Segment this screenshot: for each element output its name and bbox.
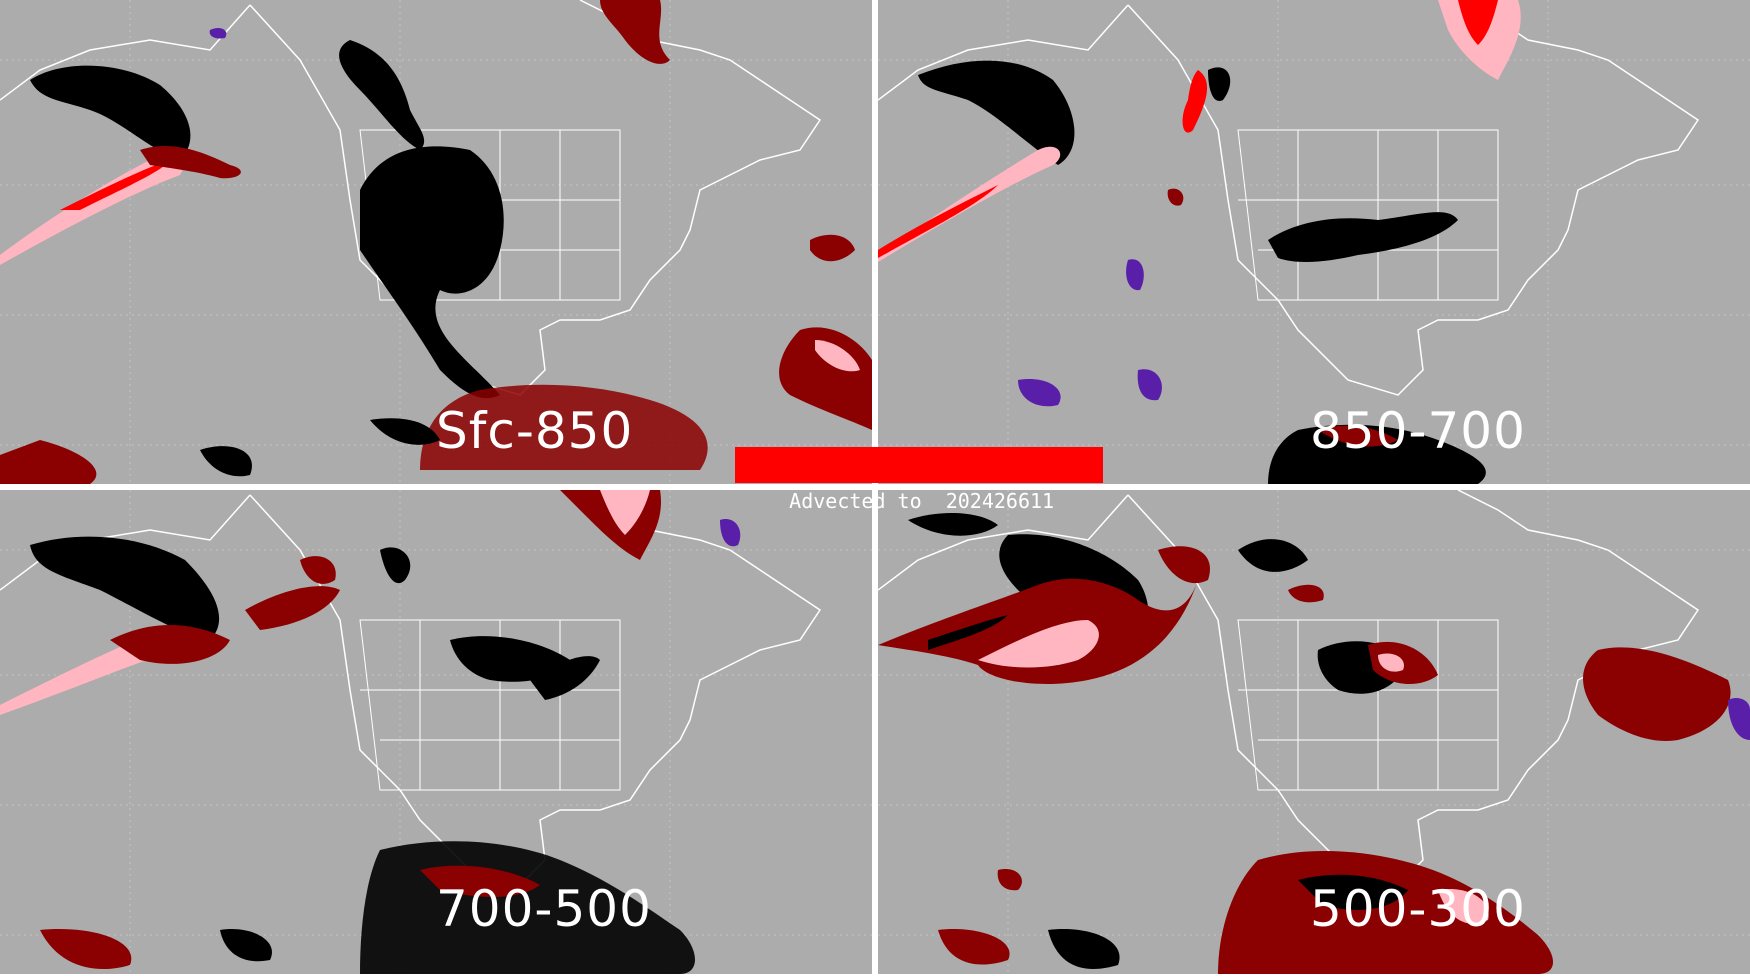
continent-outline [1127, 0, 1700, 396]
black-mass [30, 536, 220, 640]
map-layer-500-300 [878, 490, 1750, 974]
panel-label: Sfc-850 [436, 402, 634, 460]
map-layer-700-500 [0, 490, 872, 974]
alaska-outline [878, 494, 1129, 591]
continent-outline [249, 490, 822, 886]
continent-outline [249, 0, 822, 396]
panel-label: 500-300 [1310, 880, 1526, 938]
map-layer-sfc-850 [0, 0, 872, 484]
map-panel-sfc-850: Sfc-850 [0, 0, 872, 484]
pink-plume [0, 155, 183, 265]
banner-timestamp: 202426611 [945, 489, 1055, 513]
dark-red-swirl [878, 578, 1198, 685]
black-mass [360, 146, 504, 399]
panel-label: 850-700 [1310, 402, 1526, 460]
black-mass [918, 60, 1075, 165]
alaska-outline [0, 494, 251, 591]
pink-swirl [978, 620, 1099, 668]
banner-prefix: Advected to [789, 489, 922, 513]
map-panel-500-300: 500-300 [878, 490, 1750, 974]
map-panel-850-700: 850-700 [878, 0, 1750, 484]
map-layer-850-700 [878, 0, 1750, 484]
alaska-outline [878, 4, 1129, 101]
map-panel-700-500: 700-500 [0, 490, 872, 974]
alaska-outline [0, 4, 251, 101]
panel-label: 700-500 [436, 880, 652, 938]
continent-outline [1127, 490, 1700, 886]
advected-timestamp-banner: Advected to 202426611 [735, 447, 1103, 513]
